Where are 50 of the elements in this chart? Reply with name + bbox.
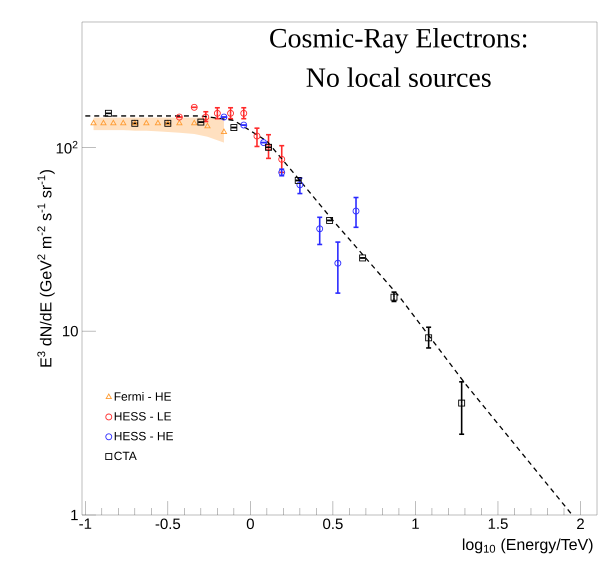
x-tick-label: 1.5: [488, 518, 508, 529]
point: [191, 120, 198, 126]
point: [220, 114, 228, 120]
x-tick-label: -0.5: [156, 518, 180, 530]
point: [154, 120, 161, 126]
x-tick-label: 1: [412, 518, 419, 529]
point: [240, 122, 248, 129]
point: [296, 181, 304, 188]
y-tick-label: 10$^{2}$: [56, 140, 78, 154]
legend-label: HESS - HE: [114, 432, 174, 440]
y-tick-label: 10: [63, 326, 78, 336]
point: [120, 120, 126, 126]
point: [176, 120, 182, 126]
point: [100, 120, 106, 126]
point: [260, 139, 268, 146]
point: [230, 124, 238, 131]
point: [278, 156, 286, 163]
point: [104, 110, 112, 117]
point: [458, 400, 466, 407]
point: [197, 118, 204, 126]
point: [190, 104, 198, 111]
point: [359, 254, 366, 262]
y-tick-label: 1: [71, 510, 78, 520]
point: [240, 110, 248, 117]
point: [176, 114, 183, 120]
point: [227, 110, 234, 117]
point: [90, 120, 97, 126]
x-tick-label: -1: [79, 518, 92, 529]
point: [110, 120, 116, 126]
point: [352, 208, 360, 214]
point: [254, 132, 260, 140]
point: [316, 225, 324, 232]
point: [334, 260, 342, 267]
legend-label: HESS - LE: [114, 412, 172, 421]
point: [326, 216, 334, 224]
text: No local sources: [306, 67, 491, 88]
point: [143, 120, 150, 126]
point: [214, 110, 221, 117]
point: [390, 294, 398, 301]
x-tick-label: 0: [246, 518, 254, 530]
chart-title: Cosmic-Ray Electrons:: [270, 28, 526, 54]
point: [202, 114, 210, 120]
legend-label: CTA: [114, 452, 137, 460]
text: E$^{3}$ dN/dE (GeV$^{2}$ m$^{-2}$ s$^{-1}$ sr$^{-1}$): [37, 170, 55, 367]
legend-label: Fermi - HE: [114, 392, 172, 401]
point: [220, 128, 227, 134]
x-axis-title: log$_{10}$ (Energy/TeV): [462, 538, 592, 554]
x-tick-label: 0.5: [323, 518, 343, 530]
x-tick-label: 2: [577, 518, 584, 529]
point: [425, 334, 432, 342]
